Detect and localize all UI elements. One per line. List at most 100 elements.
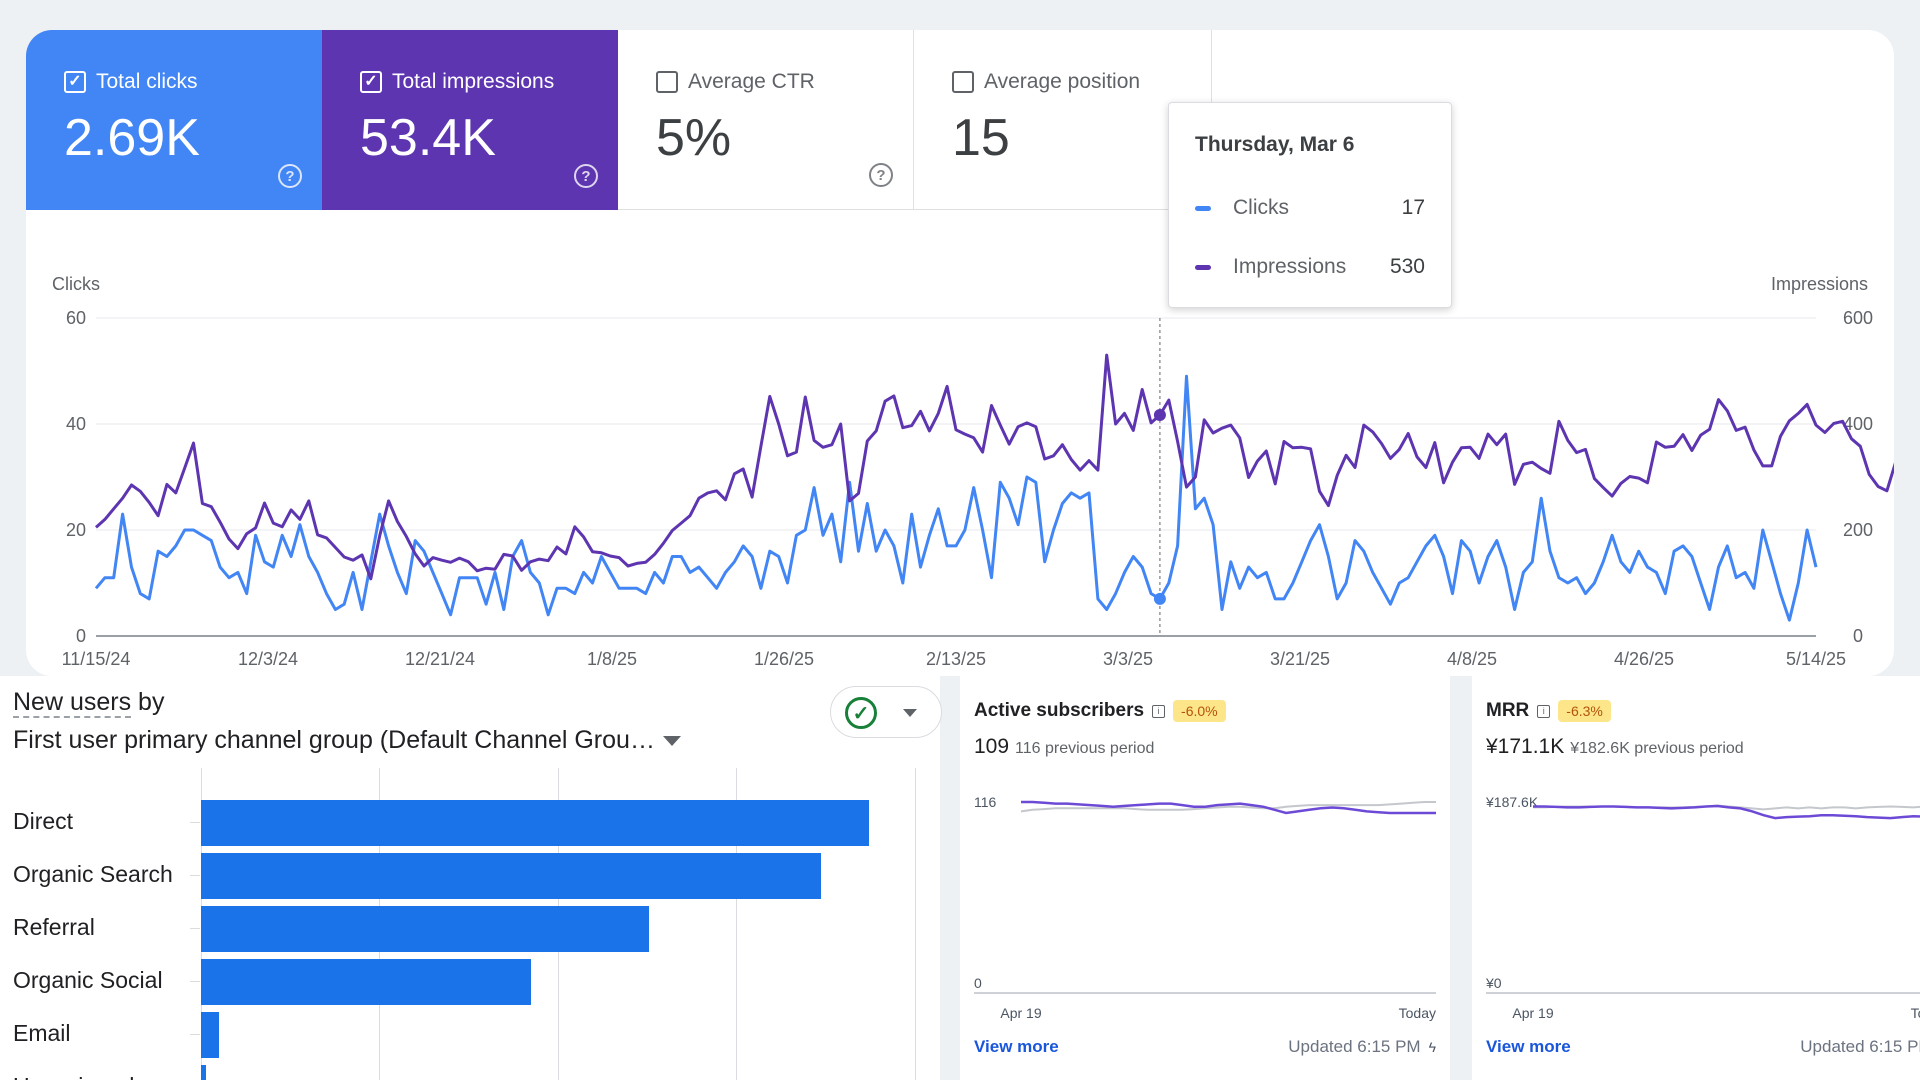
y-tick-right: 0 [1853, 626, 1863, 646]
info-icon[interactable]: i [1152, 704, 1166, 718]
help-icon[interactable]: ? [574, 164, 598, 188]
x-tick-label: 12/21/24 [405, 649, 475, 669]
current-value: 109 116 previous period [974, 735, 1154, 759]
y-axis-label-right: Impressions [1771, 274, 1868, 294]
hover-point-clicks [1153, 592, 1166, 605]
bar-label: Referral [13, 914, 95, 940]
performance-card: ✓ Total clicks 2.69K ? ✓ Total impressio… [26, 30, 1894, 676]
x-end-label: Today [1911, 1005, 1920, 1021]
view-more-link[interactable]: View more [1486, 1037, 1571, 1056]
change-badge: -6.0% [1173, 700, 1226, 722]
y-tick-right: 600 [1843, 308, 1873, 328]
tooltip-row-clicks: Clicks 17 [1195, 193, 1425, 223]
card-title: New users by [13, 688, 165, 718]
x-tick-label: 4/26/25 [1614, 649, 1674, 669]
bar-label: Organic Search [13, 861, 173, 887]
comparison-button[interactable]: ✓ [830, 686, 942, 738]
caret-down-icon [662, 736, 681, 747]
metric-header: ✓ Total clicks [64, 70, 198, 94]
bar-row[interactable]: Direct [0, 800, 900, 846]
grid-line [736, 768, 737, 1080]
change-badge: -6.3% [1558, 700, 1611, 722]
metric-average-ctr[interactable]: Average CTR 5% ? [618, 30, 914, 210]
current-value: ¥171.1K ¥182.6K previous period [1486, 735, 1744, 759]
card-title: MRR i -6.3% [1486, 700, 1611, 722]
metric-value: 2.69K [64, 109, 200, 167]
bar [201, 853, 821, 899]
value-text: ¥171.1K [1486, 735, 1565, 758]
card-title: Active subscribers i -6.0% [974, 700, 1226, 722]
x-tick-label: 4/8/25 [1447, 649, 1497, 669]
clicks-swatch-icon [1195, 205, 1211, 211]
y-top-label: ¥187.6K [1485, 794, 1539, 810]
title-connector: by [131, 688, 165, 716]
updated-time: Updated 6:15 PM [1800, 1037, 1920, 1056]
metric-value: 15 [952, 109, 1010, 167]
checkbox-checked-icon[interactable]: ✓ [64, 71, 86, 93]
mrr-card: MRR i -6.3% ¥171.1K ¥182.6K previous peri… [1472, 676, 1920, 1080]
y-tick-right: 200 [1843, 520, 1873, 540]
help-icon[interactable]: ? [278, 164, 302, 188]
checkbox-unchecked-icon[interactable] [656, 71, 678, 93]
checkbox-checked-icon[interactable]: ✓ [360, 71, 382, 93]
metric-average-position[interactable]: Average position 15 [914, 30, 1212, 210]
bar-label: Email [13, 1020, 71, 1046]
tooltip-label: Clicks [1233, 196, 1289, 219]
y-tick-left: 0 [76, 626, 86, 646]
bar-row[interactable]: Referral [0, 906, 900, 952]
y-tick-left: 40 [66, 414, 86, 434]
view-more-link[interactable]: View more [974, 1037, 1059, 1056]
x-start-label: Apr 19 [1000, 1005, 1041, 1021]
bar-row[interactable]: Organic Search [0, 853, 900, 899]
help-icon[interactable]: ? [869, 163, 893, 187]
checkbox-unchecked-icon[interactable] [952, 71, 974, 93]
value-text: 109 [974, 735, 1010, 758]
tooltip-row-impressions: Impressions 530 [1195, 252, 1425, 282]
bar [201, 800, 869, 846]
current-period-line [1021, 800, 1436, 815]
series-line-clicks [94, 374, 1818, 622]
bolt-icon: ϟ [1428, 1039, 1436, 1055]
tooltip-date: Thursday, Mar 6 [1195, 133, 1355, 156]
card-footer: View more Updated 6:15 PM ϟ [974, 1037, 1436, 1057]
bar [201, 1012, 219, 1058]
card-footer: View more Updated 6:15 PM ϟ [1486, 1037, 1920, 1057]
bar-label: Direct [13, 808, 74, 834]
metric-total-clicks[interactable]: ✓ Total clicks 2.69K ? [26, 30, 322, 210]
metric-label: Total impressions [392, 70, 555, 93]
dimension-selector[interactable]: First user primary channel group (Defaul… [13, 726, 681, 755]
metric-selector[interactable]: New users [13, 688, 132, 718]
axis-tick [190, 981, 200, 982]
y-axis-label-left: Clicks [52, 274, 100, 294]
dimension-label: First user primary channel group (Defaul… [13, 726, 655, 754]
new-users-by-channel-card: New users by First user primary channel … [0, 676, 942, 1080]
active-subscribers-card: Active subscribers i -6.0% 109 116 previo… [960, 676, 1450, 1080]
bar-row[interactable]: Organic Social [0, 959, 900, 1005]
bar-row[interactable]: Email [0, 1012, 900, 1058]
metric-header: ✓ Total impressions [360, 70, 554, 94]
x-start-label: Apr 19 [1512, 1005, 1553, 1021]
axis-tick [190, 822, 200, 823]
x-tick-label: 11/15/24 [62, 649, 131, 669]
bar-row[interactable]: Unassigned [0, 1065, 900, 1080]
x-end-label: Today [1399, 1005, 1436, 1021]
y-tick-left: 20 [66, 520, 86, 540]
current-period-line [1533, 804, 1920, 820]
y-bottom-label: 0 [974, 975, 982, 991]
info-icon[interactable]: i [1537, 704, 1551, 718]
axis-tick [190, 1034, 200, 1035]
tooltip-label: Impressions [1233, 255, 1347, 278]
metric-total-impressions[interactable]: ✓ Total impressions 53.4K ? [322, 30, 618, 210]
axis-tick [190, 928, 200, 929]
metric-value: 5% [656, 109, 732, 167]
card-title-text: MRR [1486, 700, 1530, 721]
x-tick-label: 3/3/25 [1103, 649, 1153, 669]
check-circle-icon: ✓ [845, 697, 877, 729]
bar-label: Organic Social [13, 967, 163, 993]
updated-time: Updated 6:15 PM [1288, 1037, 1421, 1056]
impressions-swatch-icon [1195, 264, 1211, 270]
metric-label: Average CTR [688, 70, 815, 93]
active-subscribers-sparkline: 116 0 Apr 19 Today [974, 794, 1436, 1021]
metric-header: Average CTR [656, 70, 815, 94]
